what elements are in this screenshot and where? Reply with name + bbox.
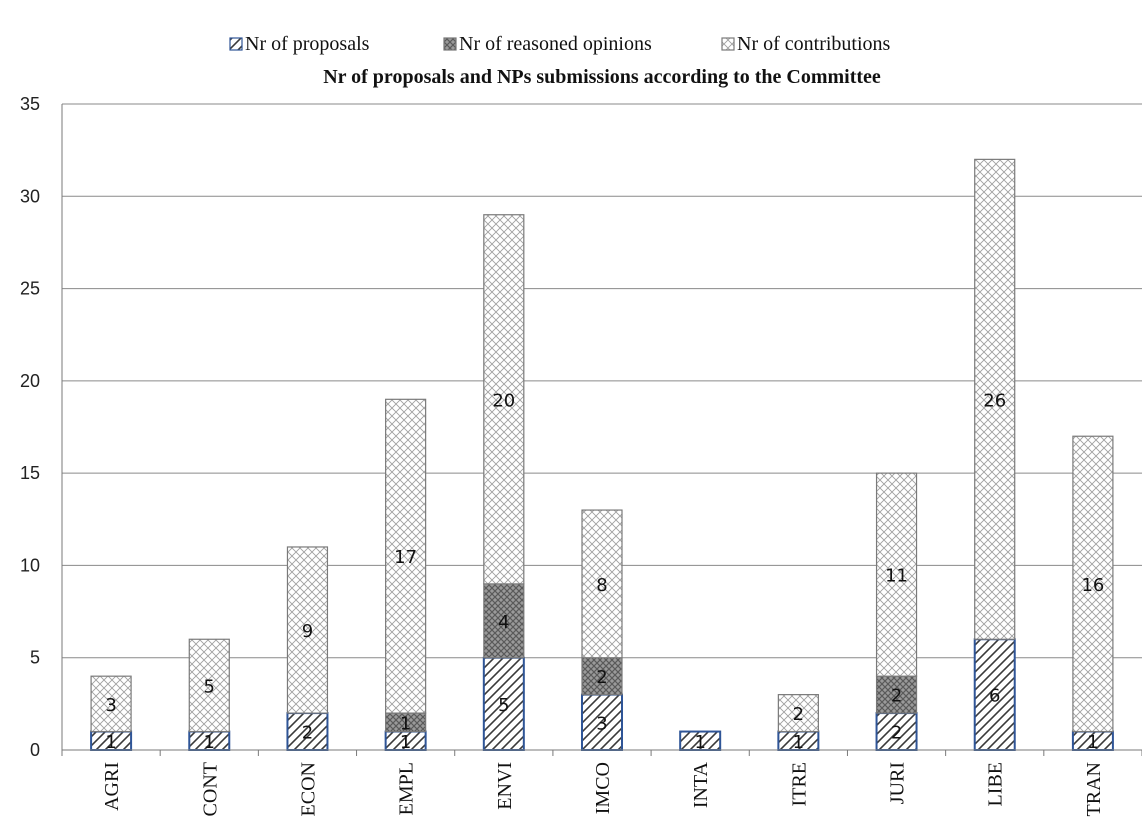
data-label: 16 (1081, 575, 1104, 596)
y-axis: 0 5 10 15 20 25 30 35 (20, 94, 63, 760)
x-tick-label: CONT (199, 762, 221, 816)
y-tick-label: 10 (20, 555, 40, 575)
x-axis: AGRI CONT ECON EMPL ENVI IMCO INTA ITRE JURI LIBE… (61, 749, 1142, 816)
bar-stack-itre: 12 (777, 694, 820, 753)
y-tick-label: 20 (20, 371, 40, 391)
bar-segment (385, 398, 427, 714)
data-label: 8 (596, 575, 607, 596)
data-label: 1 (204, 732, 215, 753)
bar-segment (974, 158, 1016, 640)
y-tick-label: 30 (20, 186, 40, 206)
bar-segment (188, 638, 230, 733)
data-label: 1 (694, 732, 705, 753)
y-tick-label: 35 (20, 94, 40, 114)
legend-item: Nr of contributions (721, 33, 891, 55)
chart-title: Nr of proposals and NPs submissions acco… (323, 66, 881, 88)
bar-segment (286, 546, 329, 714)
data-label: 1 (105, 732, 116, 753)
data-label: 11 (885, 566, 908, 587)
x-tick-label: LIBE (985, 762, 1007, 806)
legend-item: Nr of reasoned opinions (443, 33, 652, 55)
bar-stack-econ: 29 (286, 546, 329, 751)
legend-item: Nr of proposals (229, 33, 370, 55)
x-tick-label: ENVI (494, 762, 516, 810)
bar-segment (973, 638, 1016, 751)
data-label: 17 (394, 547, 417, 568)
bar-stack-agri: 13 (90, 675, 133, 753)
data-label: 20 (492, 390, 515, 411)
x-tick-label: JURI (887, 762, 909, 804)
data-label: 2 (891, 723, 902, 744)
y-tick-label: 5 (30, 648, 40, 668)
bar-segment (777, 694, 819, 733)
data-label: 3 (105, 695, 116, 716)
legend-label: Nr of contributions (737, 33, 891, 55)
x-tick-label: AGRI (101, 762, 123, 811)
x-tick-label: ECON (297, 762, 319, 816)
y-tick-label: 15 (20, 463, 40, 483)
data-label: 6 (989, 686, 1000, 707)
x-tick-label: INTA (690, 761, 712, 808)
gridlines (62, 103, 1142, 659)
x-tick-label: EMPL (396, 762, 418, 815)
bar-segment (483, 583, 525, 659)
y-tick-label: 0 (30, 740, 40, 760)
legend-swatch (443, 37, 457, 51)
bar-stack-imco: 3 2 8 (581, 509, 623, 752)
data-label: 2 (793, 704, 804, 725)
bar-stack-juri: 2 2 11 (875, 472, 918, 751)
y-tick-label: 25 (20, 279, 40, 299)
data-label: 2 (596, 667, 607, 688)
bar-segment (581, 657, 623, 696)
bar-segment (286, 712, 329, 751)
data-label: 4 (498, 612, 509, 633)
data-label: 1 (1087, 732, 1098, 753)
bar-segment (483, 214, 525, 585)
data-label: 3 (596, 713, 607, 734)
legend: Nr of proposals Nr of reasoned opinions Nr… (229, 33, 891, 55)
data-label: 5 (204, 676, 215, 697)
bar-segment (581, 509, 623, 659)
bar-segment (875, 675, 918, 714)
x-tick-label: TRAN (1083, 762, 1105, 816)
bar-segment (1072, 435, 1114, 733)
data-label: 1 (400, 732, 411, 753)
bar-segment (90, 675, 132, 733)
legend-label: Nr of proposals (245, 33, 370, 55)
bar-stack-empl: 11 17 (384, 398, 427, 753)
data-label: 9 (302, 621, 313, 642)
bar-stack-tran: 1 16 (1071, 435, 1114, 753)
data-label: 2 (891, 686, 902, 707)
bar-stack-cont: 15 (188, 638, 231, 753)
data-label: 2 (302, 723, 313, 744)
legend-swatch (229, 37, 243, 51)
bar-stack-libe: 6 26 (973, 158, 1016, 751)
bar-stack-envi: 5 4 20 (482, 214, 525, 752)
data-label: 1 (793, 732, 804, 753)
data-label: 26 (983, 390, 1006, 411)
x-tick-label: ITRE (788, 762, 810, 806)
legend-label: Nr of reasoned opinions (459, 33, 652, 55)
legend-swatch (721, 37, 735, 51)
data-label: 1 (400, 713, 411, 734)
x-tick-label: IMCO (592, 762, 614, 814)
bar-segment (875, 472, 918, 677)
data-label: 5 (498, 695, 509, 716)
